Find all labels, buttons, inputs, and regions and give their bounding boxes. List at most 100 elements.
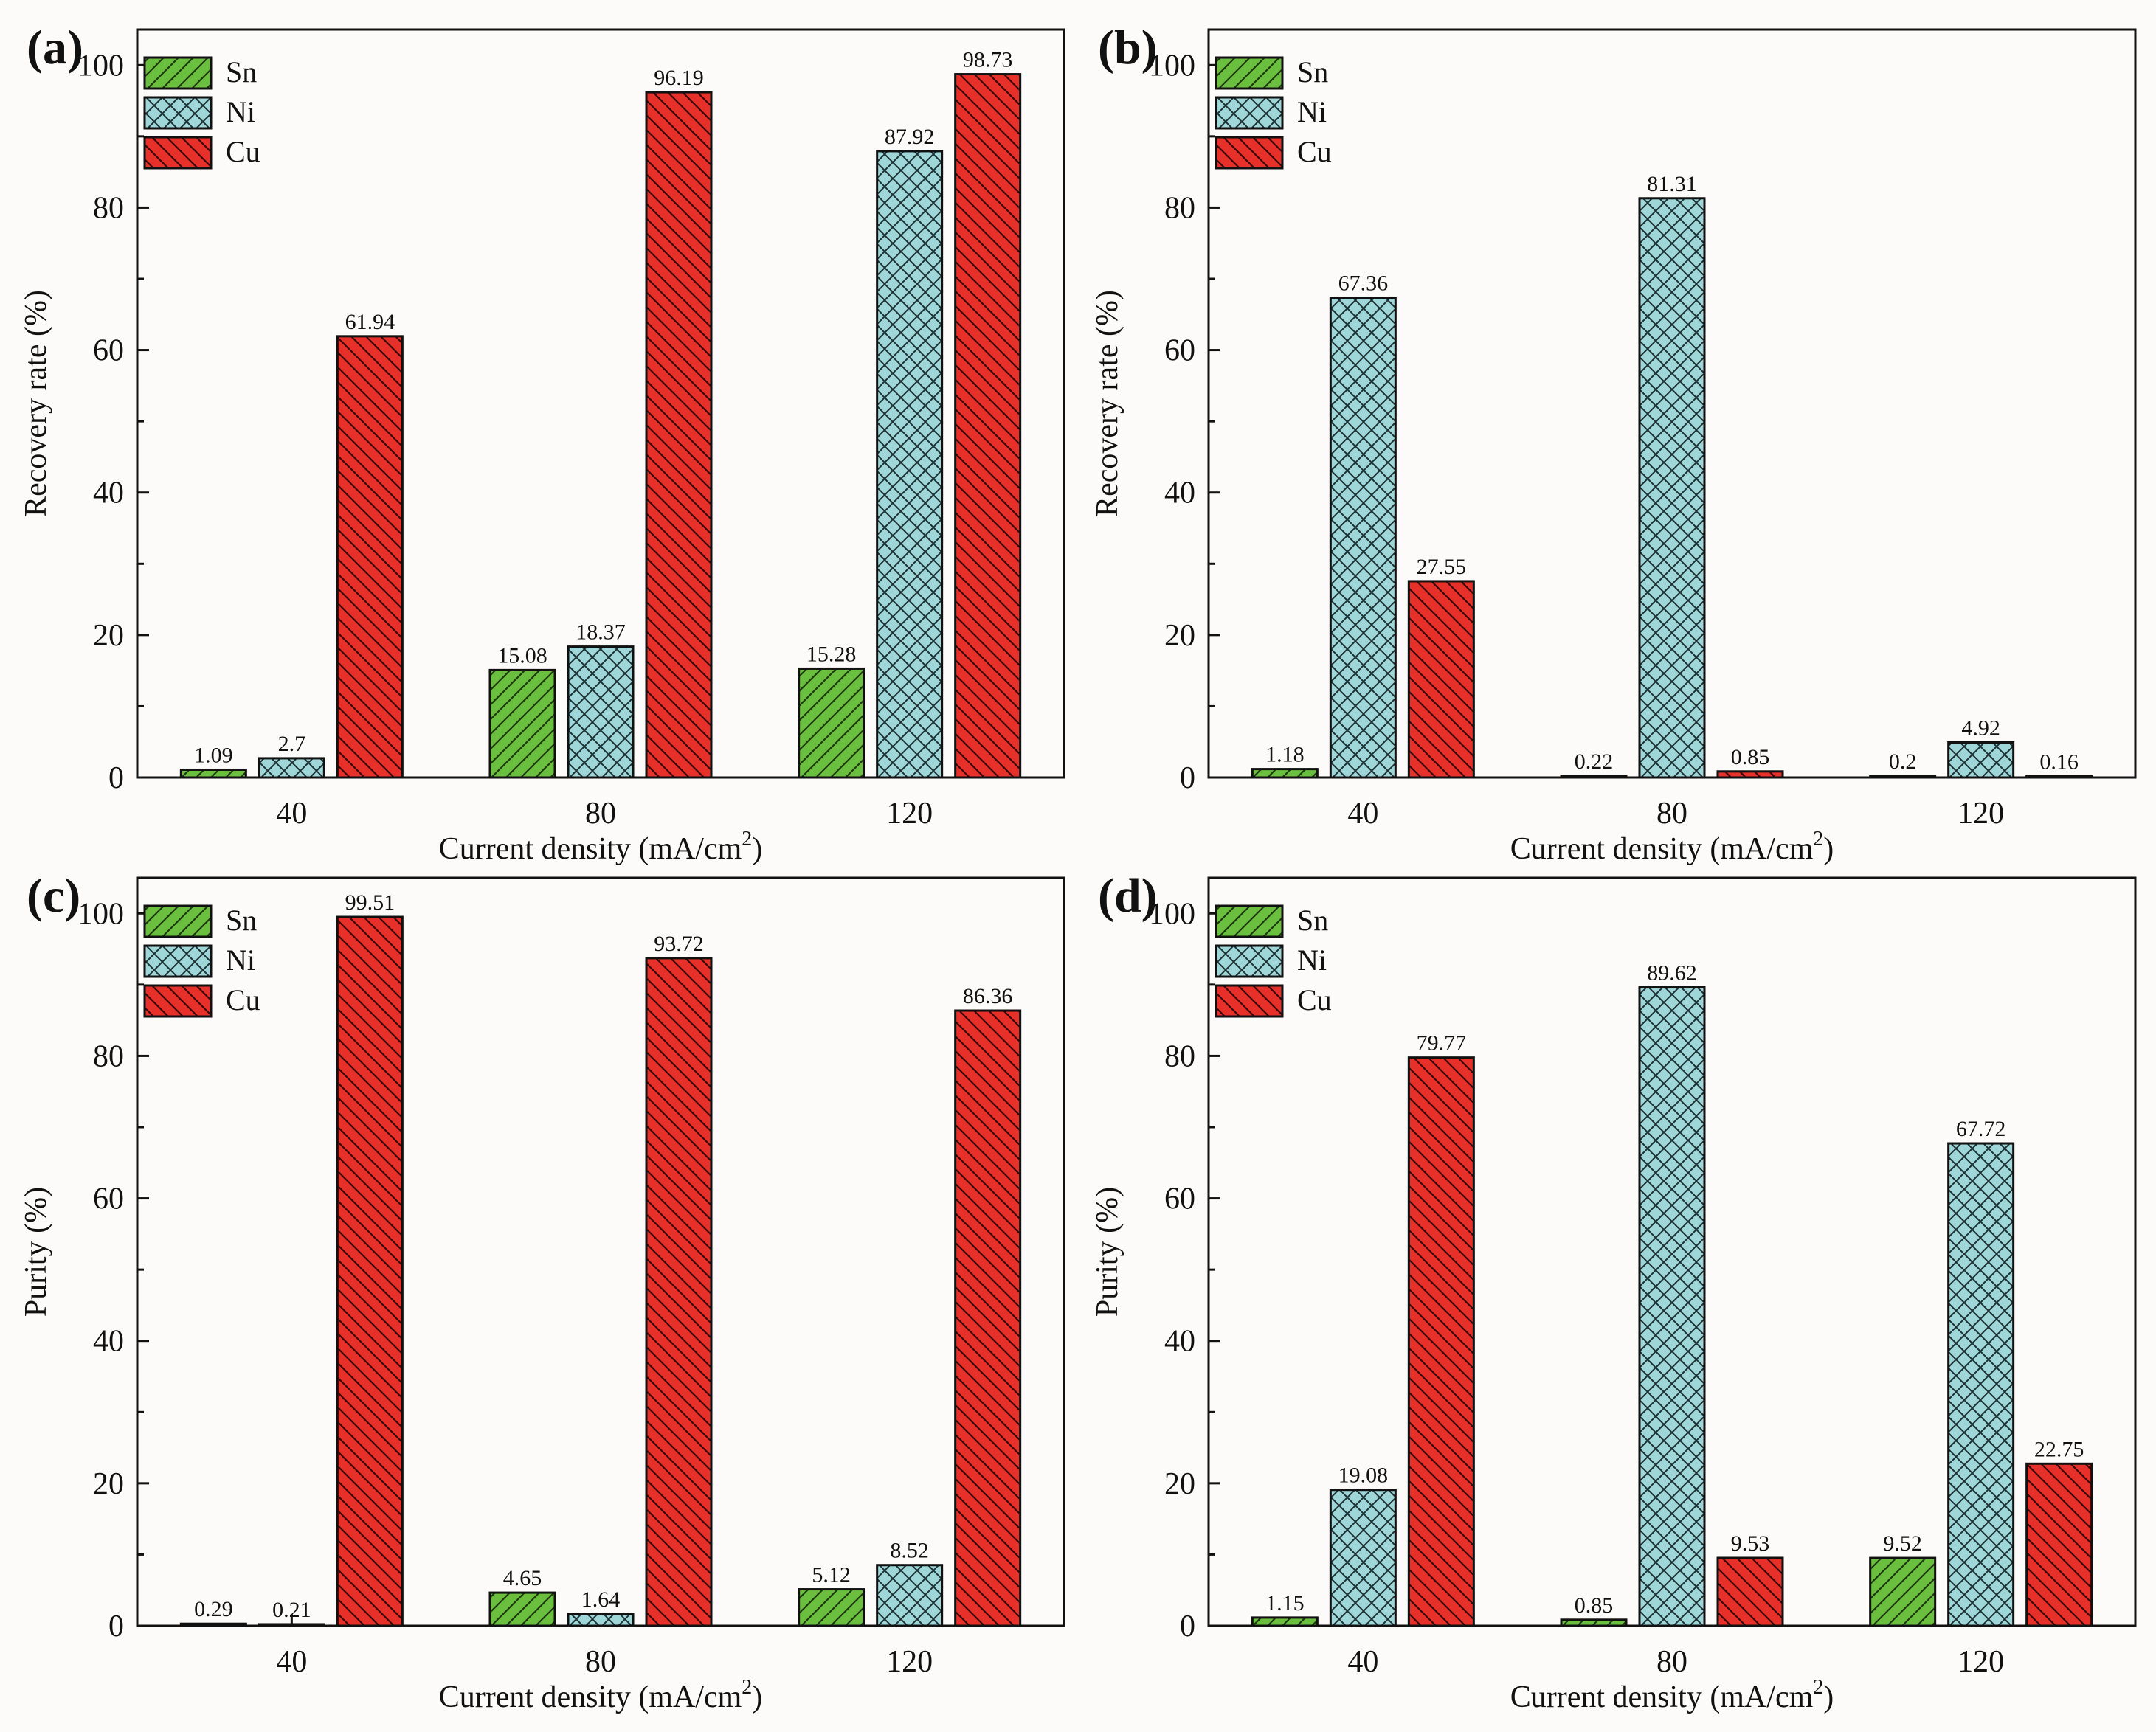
- legend-swatch-sn: [143, 56, 213, 90]
- data-label: 67.72: [1956, 1117, 2006, 1141]
- data-label: 22.75: [2034, 1437, 2084, 1461]
- bar-cu: [2025, 1462, 2093, 1627]
- legend-swatch-ni: [1215, 944, 1284, 978]
- panel-label: (d): [1098, 869, 1158, 923]
- y-axis-title: Purity (%): [19, 1187, 53, 1317]
- data-label: 9.53: [1731, 1531, 1770, 1556]
- data-label: 15.28: [806, 642, 857, 666]
- bar-sn: [1560, 775, 1628, 779]
- bar-ni: [1947, 741, 2015, 779]
- bar-cu: [954, 73, 1022, 779]
- y-axis-title: Recovery rate (%): [1091, 290, 1124, 517]
- y-tick-label: 80: [1164, 191, 1195, 225]
- y-axis-title: Purity (%): [1091, 1187, 1124, 1317]
- y-tick-label: 40: [1164, 1325, 1195, 1359]
- bar-sn: [1869, 1556, 1937, 1627]
- bar-cu: [336, 335, 404, 779]
- y-tick-label: 60: [93, 1182, 124, 1216]
- legend-swatch-ni: [1215, 96, 1284, 130]
- x-axis-title: Current density (mA/cm2): [439, 828, 763, 866]
- data-label: 0.2: [1889, 749, 1917, 774]
- x-axis-title: Current density (mA/cm2): [1510, 1676, 1834, 1714]
- legend-label: Sn: [1297, 904, 1328, 937]
- data-label: 79.77: [1417, 1031, 1467, 1056]
- bar-sn: [1869, 775, 1937, 779]
- x-tick-label: 40: [276, 797, 307, 831]
- y-tick-label: 20: [1164, 1467, 1195, 1501]
- panel-label: (a): [27, 21, 83, 75]
- y-tick-label: 0: [1180, 1610, 1195, 1643]
- bar-ni: [1329, 296, 1397, 779]
- data-label: 0.16: [2039, 749, 2079, 774]
- y-tick-label: 40: [93, 1325, 124, 1359]
- legend-swatch-ni: [143, 96, 213, 130]
- data-label: 0.21: [272, 1598, 311, 1622]
- data-label: 8.52: [890, 1539, 929, 1563]
- y-tick-label: 0: [1180, 761, 1195, 795]
- x-tick-label: 40: [1347, 1645, 1378, 1679]
- data-label: 18.37: [576, 620, 626, 645]
- data-label: 4.65: [503, 1566, 542, 1590]
- x-tick-label: 120: [886, 1645, 933, 1679]
- bar-ni: [876, 150, 944, 779]
- x-tick-label: 120: [886, 797, 933, 831]
- y-tick-label: 100: [77, 49, 124, 83]
- data-label: 81.31: [1647, 172, 1697, 196]
- bar-sn: [1560, 1618, 1628, 1627]
- chart-panel: (a) 0 20 40 60 80 100 Recovery rate (%) 40 1.09 2.…: [19, 21, 1065, 866]
- x-tick-label: 120: [1958, 797, 2004, 831]
- legend-label: Ni: [1297, 943, 1327, 977]
- legend: Sn Ni Cu: [143, 55, 260, 170]
- bar-ni: [1947, 1142, 2015, 1627]
- y-tick-label: 80: [93, 1039, 124, 1073]
- bar-sn: [488, 1591, 556, 1627]
- bar-sn: [798, 1588, 865, 1627]
- data-label: 86.36: [963, 984, 1013, 1008]
- legend-swatch-cu: [143, 984, 213, 1018]
- bar-cu: [1407, 580, 1475, 779]
- bar-cu: [2025, 775, 2093, 779]
- data-label: 1.09: [194, 743, 233, 767]
- y-tick-label: 40: [1164, 477, 1195, 510]
- bar-sn: [179, 1622, 247, 1627]
- y-tick-label: 100: [1149, 49, 1195, 83]
- data-label: 0.22: [1575, 749, 1614, 774]
- data-label: 2.7: [278, 732, 306, 756]
- x-tick-label: 80: [1656, 797, 1687, 831]
- legend-swatch-cu: [1215, 984, 1284, 1018]
- y-tick-label: 0: [108, 761, 124, 795]
- bar-cu: [645, 91, 713, 779]
- y-tick-label: 20: [1164, 619, 1195, 653]
- legend-label: Sn: [1297, 55, 1328, 89]
- legend-label: Cu: [1297, 983, 1332, 1016]
- bar-ni: [1329, 1489, 1397, 1627]
- data-label: 1.15: [1265, 1591, 1305, 1615]
- y-axis-title: Recovery rate (%): [19, 290, 53, 517]
- legend-swatch-ni: [143, 944, 213, 978]
- data-label: 27.55: [1417, 555, 1467, 579]
- chart-panel: (d) 0 20 40 60 80 100 Purity (%) 40 1.15 19.08 79.7…: [1091, 869, 2137, 1714]
- y-tick-label: 60: [93, 334, 124, 368]
- data-label: 96.19: [654, 66, 704, 90]
- bar-ni: [258, 757, 325, 779]
- bar-sn: [488, 668, 556, 779]
- data-label: 1.18: [1265, 743, 1305, 767]
- panel-label: (c): [27, 869, 80, 923]
- x-tick-label: 80: [585, 1645, 616, 1679]
- bar-cu: [1716, 770, 1784, 779]
- y-tick-label: 20: [93, 619, 124, 653]
- bar-ni: [567, 1613, 635, 1627]
- bar-ni: [1638, 986, 1706, 1627]
- legend-swatch-sn: [1215, 56, 1284, 90]
- data-label: 0.85: [1575, 1593, 1614, 1618]
- data-label: 9.52: [1883, 1531, 1922, 1556]
- x-tick-label: 120: [1958, 1645, 2004, 1679]
- data-label: 99.51: [345, 890, 395, 915]
- legend-label: Cu: [1297, 135, 1332, 168]
- data-label: 67.36: [1338, 271, 1389, 295]
- bar-cu: [1716, 1556, 1784, 1627]
- data-label: 15.08: [497, 643, 547, 668]
- chart-panel: (b) 0 20 40 60 80 100 Recovery rate (%) 40 1.18 67…: [1091, 21, 2137, 866]
- legend-label: Sn: [226, 55, 257, 89]
